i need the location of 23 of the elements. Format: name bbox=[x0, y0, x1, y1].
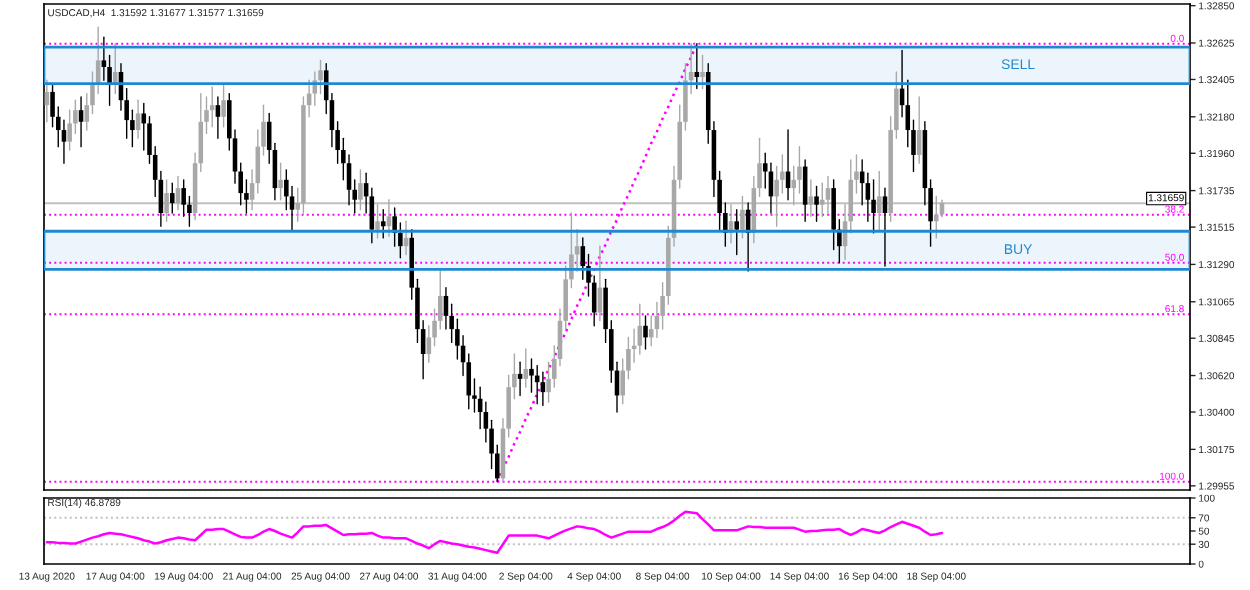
candlestick bbox=[814, 185, 819, 222]
candlestick bbox=[164, 179, 169, 222]
candlestick bbox=[934, 195, 939, 239]
candlestick bbox=[819, 182, 825, 218]
candlestick bbox=[375, 204, 380, 239]
candlestick bbox=[825, 175, 831, 214]
candlestick bbox=[523, 348, 529, 388]
line-series bbox=[45, 510, 944, 555]
candlestick bbox=[700, 54, 705, 90]
candlestick bbox=[740, 195, 745, 239]
candlestick bbox=[78, 96, 84, 148]
candlestick bbox=[871, 179, 876, 234]
candlestick bbox=[734, 208, 740, 256]
candlestick bbox=[112, 43, 118, 95]
candlestick bbox=[643, 315, 648, 350]
candlestick bbox=[278, 162, 283, 201]
candlestick bbox=[358, 169, 363, 211]
candlestick bbox=[808, 179, 814, 218]
candlestick bbox=[221, 82, 226, 128]
candlestick bbox=[170, 182, 175, 214]
candlestick bbox=[215, 96, 221, 140]
candlestick bbox=[876, 170, 882, 231]
candlestick bbox=[380, 208, 386, 239]
